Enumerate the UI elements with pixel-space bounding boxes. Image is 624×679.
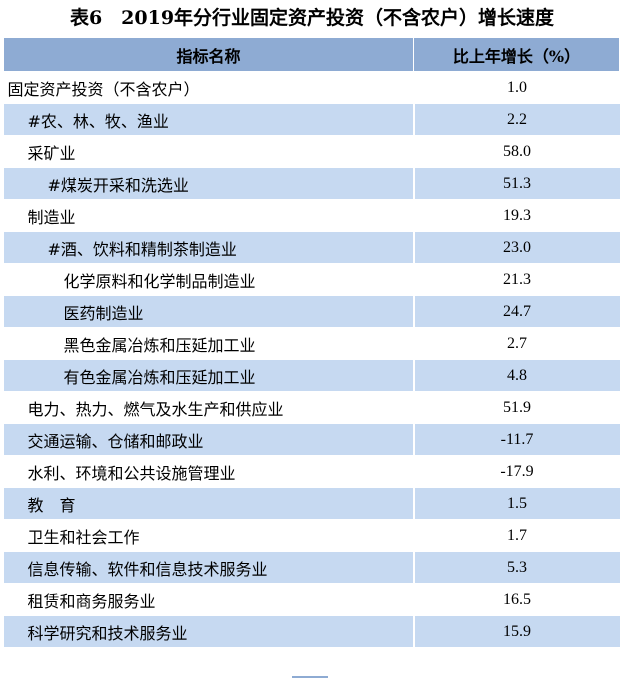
row-growth-value: 2.7 xyxy=(413,327,620,360)
table-row: 交通运输、仓储和邮政业 -11.7 xyxy=(3,423,620,456)
row-growth-value: 2.2 xyxy=(413,103,620,136)
row-indicator-name: 采矿业 xyxy=(3,135,415,168)
row-growth-value: 5.3 xyxy=(413,551,620,584)
row-growth-value: 51.9 xyxy=(413,391,620,424)
row-growth-value: -11.7 xyxy=(413,423,620,456)
table-row: 固定资产投资（不含农户） 1.0 xyxy=(3,71,620,104)
row-growth-value: 58.0 xyxy=(413,135,620,168)
table-row: 黑色金属冶炼和压延加工业 2.7 xyxy=(3,327,620,360)
row-growth-value: 15.9 xyxy=(413,615,620,648)
table-row: 电力、热力、燃气及水生产和供应业 51.9 xyxy=(3,391,620,424)
table-row: 科学研究和技术服务业 15.9 xyxy=(3,615,620,648)
table-row: 水利、环境和公共设施管理业 -17.9 xyxy=(3,455,620,488)
table-row: 卫生和社会工作 1.7 xyxy=(3,519,620,552)
table-row: 医药制造业 24.7 xyxy=(3,295,620,328)
row-indicator-name: #煤炭开采和洗选业 xyxy=(3,167,415,200)
table-row: #酒、饮料和精制茶制造业 23.0 xyxy=(3,231,620,264)
table-row: 教 育 1.5 xyxy=(3,487,620,520)
table-row: 租赁和商务服务业 16.5 xyxy=(3,583,620,616)
row-indicator-name: 信息传输、软件和信息技术服务业 xyxy=(3,551,415,584)
row-indicator-name: #酒、饮料和精制茶制造业 xyxy=(3,231,415,264)
row-indicator-name: 制造业 xyxy=(3,199,415,232)
row-growth-value: -17.9 xyxy=(413,455,620,488)
row-indicator-name: 卫生和社会工作 xyxy=(3,519,415,552)
table-row: 信息传输、软件和信息技术服务业 5.3 xyxy=(3,551,620,584)
table-row: 有色金属冶炼和压延加工业 4.8 xyxy=(3,359,620,392)
row-indicator-name: 科学研究和技术服务业 xyxy=(3,615,415,648)
row-growth-value: 51.3 xyxy=(413,167,620,200)
row-indicator-name: 化学原料和化学制品制造业 xyxy=(3,263,415,296)
row-growth-value: 21.3 xyxy=(413,263,620,296)
column-header-indicator: 指标名称 xyxy=(3,37,414,72)
table-row: 采矿业 58.0 xyxy=(3,135,620,168)
row-indicator-name: 电力、热力、燃气及水生产和供应业 xyxy=(3,391,415,424)
row-indicator-name: 有色金属冶炼和压延加工业 xyxy=(3,359,415,392)
row-indicator-name: 交通运输、仓储和邮政业 xyxy=(3,423,415,456)
row-indicator-name: 教 育 xyxy=(3,487,415,520)
row-growth-value: 19.3 xyxy=(413,199,620,232)
table-row: #农、林、牧、渔业 2.2 xyxy=(3,103,620,136)
row-indicator-name: 水利、环境和公共设施管理业 xyxy=(3,455,415,488)
row-growth-value: 1.0 xyxy=(413,71,620,104)
row-indicator-name: 医药制造业 xyxy=(3,295,415,328)
row-indicator-name: #农、林、牧、渔业 xyxy=(3,103,415,136)
page-bottom-marker xyxy=(292,676,328,678)
table-header-row: 指标名称 比上年增长（%） xyxy=(3,37,620,72)
table-row: 制造业 19.3 xyxy=(3,199,620,232)
row-growth-value: 1.7 xyxy=(413,519,620,552)
row-indicator-name: 固定资产投资（不含农户） xyxy=(3,71,415,104)
investment-growth-table: 指标名称 比上年增长（%） 固定资产投资（不含农户） 1.0 #农、林、牧、渔业… xyxy=(3,37,620,648)
row-indicator-name: 黑色金属冶炼和压延加工业 xyxy=(3,327,415,360)
row-growth-value: 16.5 xyxy=(413,583,620,616)
table-row: 化学原料和化学制品制造业 21.3 xyxy=(3,263,620,296)
column-header-growth: 比上年增长（%） xyxy=(413,37,620,72)
row-growth-value: 4.8 xyxy=(413,359,620,392)
row-growth-value: 1.5 xyxy=(413,487,620,520)
row-growth-value: 24.7 xyxy=(413,295,620,328)
row-growth-value: 23.0 xyxy=(413,231,620,264)
row-indicator-name: 租赁和商务服务业 xyxy=(3,583,415,616)
table-title: 表6 2019年分行业固定资产投资（不含农户）增长速度 xyxy=(69,7,555,29)
table-row: #煤炭开采和洗选业 51.3 xyxy=(3,167,620,200)
